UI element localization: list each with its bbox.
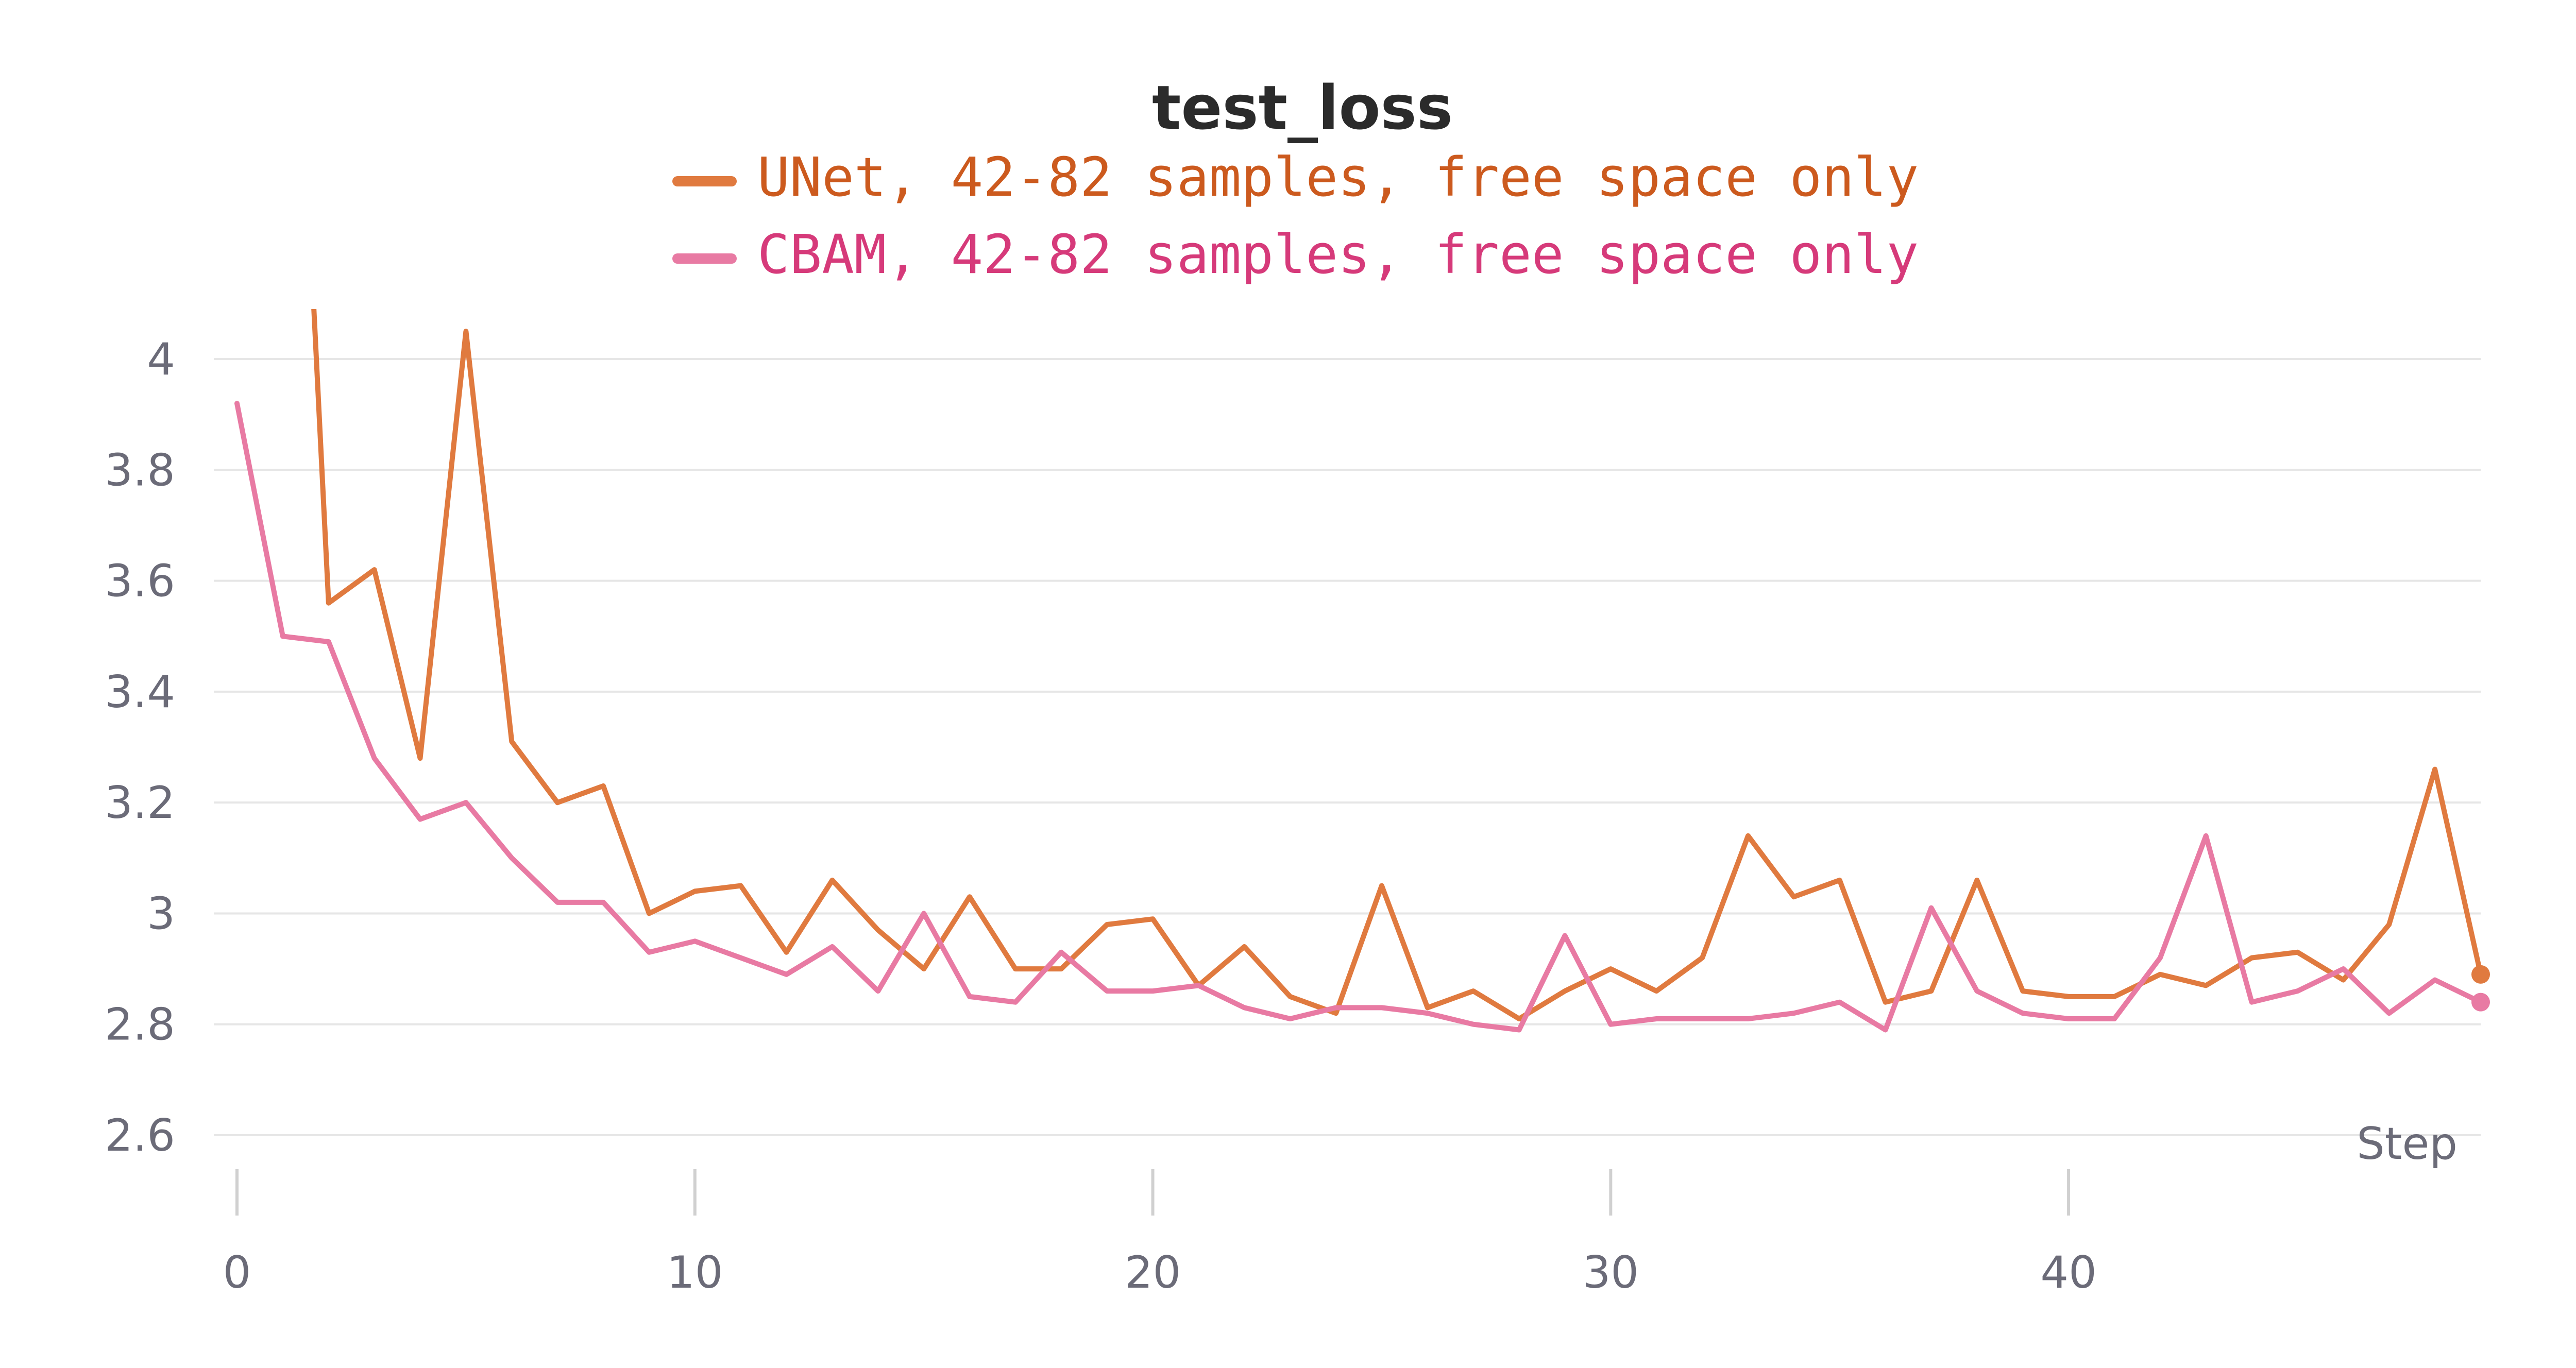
end-points (2471, 965, 2490, 1012)
x-tick-label: 30 (1583, 1247, 1639, 1298)
x-tick-label: 40 (2040, 1247, 2096, 1298)
chart-title: test_loss (1152, 72, 1453, 143)
grid-lines (214, 358, 2481, 1136)
y-tick-label: 4 (147, 334, 175, 385)
series-lines (234, 309, 2483, 1033)
y-axis: 2.6 2.8 3 3.2 3.4 3.6 3.8 4 (105, 334, 175, 1161)
series-line-unet (311, 309, 2483, 1021)
x-tick-label: 10 (667, 1247, 723, 1298)
x-axis-label: Step (2357, 1118, 2458, 1170)
x-axis: 0 10 20 30 40 (223, 1169, 2097, 1298)
y-tick-label: 3.6 (105, 556, 175, 607)
x-tick-label: 20 (1125, 1247, 1181, 1298)
legend-label: CBAM, 42-82 samples, free space only (757, 223, 1919, 286)
legend-label: UNet, 42-82 samples, free space only (757, 146, 1919, 209)
y-tick-label: 3.2 (105, 777, 175, 829)
y-tick-label: 2.6 (105, 1110, 175, 1161)
x-tick-label: 0 (223, 1247, 251, 1298)
series-end-point (2471, 993, 2490, 1012)
y-tick-label: 3.8 (105, 444, 175, 496)
series-line-cbam (234, 401, 2483, 1033)
legend: UNet, 42-82 samples, free space only CBAM… (672, 146, 1919, 286)
y-tick-label: 2.8 (105, 999, 175, 1051)
y-tick-label: 3.4 (105, 666, 175, 718)
y-tick-label: 3 (147, 888, 175, 939)
series-end-point (2471, 965, 2490, 984)
